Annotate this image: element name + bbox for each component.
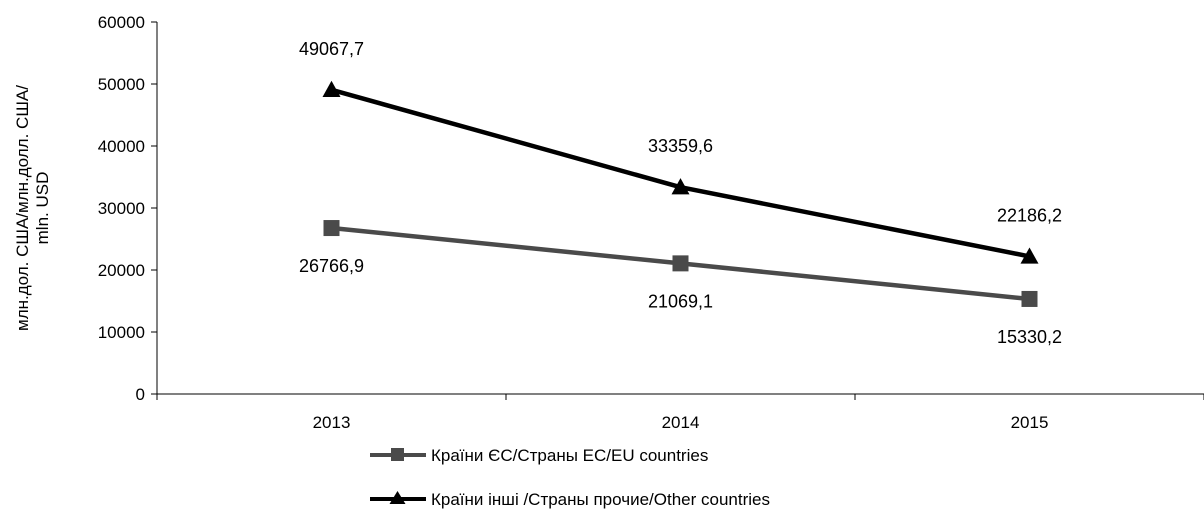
x-tick-label: 2015 <box>1011 413 1049 432</box>
data-label: 15330,2 <box>997 327 1062 347</box>
legend-marker-square <box>391 448 404 461</box>
data-label: 22186,2 <box>997 205 1062 225</box>
data-point-square <box>672 255 689 272</box>
data-point-square <box>1021 290 1038 307</box>
y-tick-label: 0 <box>136 385 145 404</box>
legend-item-eu: Країни ЄС/Страны ЕС/EU countries <box>370 446 708 465</box>
data-point-square <box>323 220 340 237</box>
legend-label-other: Країни інші /Страны прочие/Other countri… <box>431 490 770 509</box>
y-tick-label: 50000 <box>98 75 145 94</box>
y-tick-label: 10000 <box>98 323 145 342</box>
x-tick-label: 2014 <box>662 413 700 432</box>
data-point-triangle <box>671 178 690 195</box>
y-axis-title-line-1: млн.дол. США/млн.долл. США/ <box>13 85 32 331</box>
data-label: 49067,7 <box>299 39 364 59</box>
y-tick-label: 30000 <box>98 199 145 218</box>
y-tick-label: 20000 <box>98 261 145 280</box>
data-label: 26766,9 <box>299 256 364 276</box>
data-labels: 26766,9 21069,1 15330,2 49067,7 33359,6 22186… <box>299 39 1062 347</box>
y-tick-label: 40000 <box>98 137 145 156</box>
legend: Країни ЄС/Страны ЕС/EU countries Країни … <box>370 446 770 509</box>
y-axis-title: млн.дол. США/млн.долл. США/ mln. USD <box>13 85 52 331</box>
legend-item-other: Країни інші /Страны прочие/Other countri… <box>370 490 770 509</box>
legend-label-eu: Країни ЄС/Страны ЕС/EU countries <box>431 446 708 465</box>
axes <box>151 21 1204 400</box>
y-axis-title-line-2: mln. USD <box>33 172 52 245</box>
series-line-other <box>330 87 1030 259</box>
data-label: 33359,6 <box>648 136 713 156</box>
series-layer <box>322 80 1039 307</box>
data-point-triangle <box>1020 247 1039 264</box>
x-tick-labels: 2013 2014 2015 <box>313 413 1049 432</box>
data-label: 21069,1 <box>648 291 713 311</box>
x-tick-label: 2013 <box>313 413 351 432</box>
data-point-triangle <box>322 80 341 97</box>
y-tick-label: 60000 <box>98 13 145 32</box>
legend-marker-triangle <box>389 491 406 504</box>
y-tick-labels: 0 10000 20000 30000 40000 50000 60000 <box>98 13 145 404</box>
